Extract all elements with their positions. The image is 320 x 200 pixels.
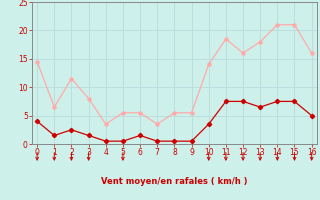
X-axis label: Vent moyen/en rafales ( km/h ): Vent moyen/en rafales ( km/h ) [101, 177, 248, 186]
